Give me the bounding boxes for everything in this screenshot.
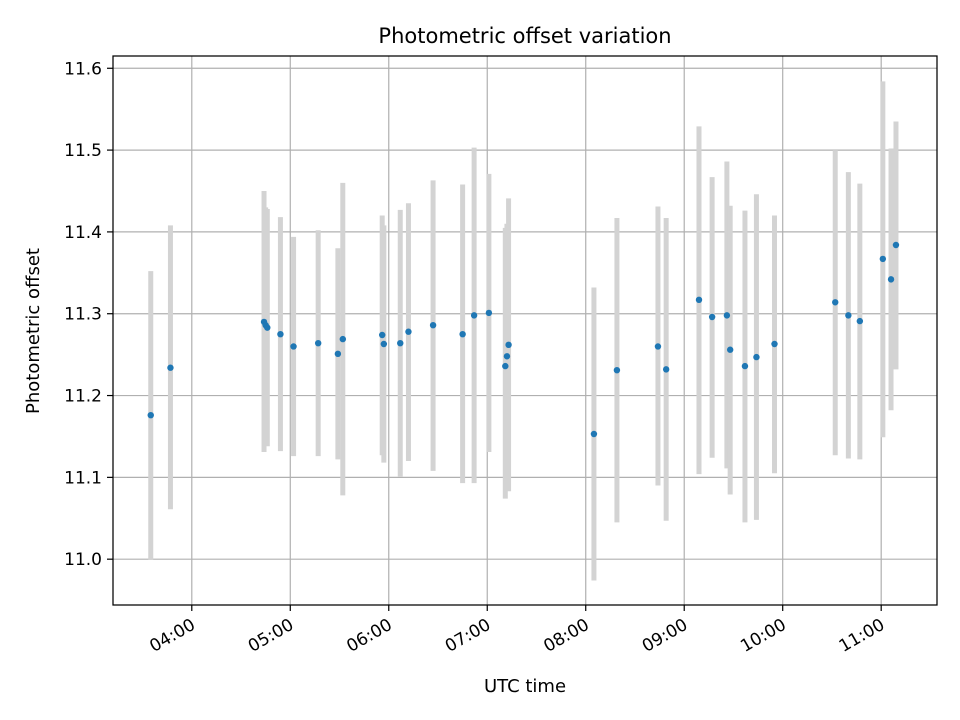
- data-point: [887, 276, 895, 283]
- data-points: [147, 241, 900, 438]
- data-point: [613, 366, 621, 374]
- y-tick-label: 11.2: [64, 387, 102, 407]
- data-point: [314, 339, 322, 347]
- data-point: [505, 341, 512, 349]
- y-axis-ticks: 11.0 11.1 11.2 11.3 11.4 11.5 11.6: [64, 59, 113, 570]
- y-tick-label: 11.1: [64, 468, 102, 488]
- data-point: [845, 312, 852, 319]
- data-point: [264, 324, 271, 331]
- data-point: [334, 350, 342, 358]
- y-axis-label: Photometric offset: [23, 248, 44, 414]
- data-point: [662, 366, 670, 373]
- data-point: [832, 299, 839, 306]
- grid: [113, 56, 937, 605]
- y-tick-label: 11.4: [64, 223, 102, 243]
- data-point: [290, 343, 297, 350]
- y-tick-label: 11.5: [64, 141, 102, 161]
- data-point: [503, 353, 511, 360]
- data-point: [590, 430, 598, 438]
- data-point: [879, 255, 887, 263]
- data-point: [378, 331, 386, 339]
- data-point: [695, 296, 703, 304]
- plot-frame: [112, 55, 938, 606]
- data-point: [147, 411, 154, 419]
- data-point: [429, 321, 437, 329]
- data-point: [892, 241, 900, 249]
- y-tick-label: 11.0: [64, 550, 102, 570]
- data-point: [502, 362, 509, 370]
- y-tick-label: 11.6: [64, 59, 102, 79]
- data-point: [771, 340, 778, 348]
- y-tick-label: 11.3: [64, 305, 102, 325]
- data-point: [726, 346, 734, 353]
- chart-title: Photometric offset variation: [378, 24, 671, 48]
- data-point: [708, 313, 716, 321]
- data-point: [723, 312, 731, 319]
- data-point: [277, 330, 284, 338]
- data-point: [856, 317, 864, 325]
- data-point: [470, 312, 478, 319]
- data-point: [654, 343, 662, 350]
- data-point: [741, 362, 749, 370]
- data-point: [167, 364, 174, 371]
- data-point: [753, 353, 760, 361]
- data-point: [380, 340, 388, 348]
- data-point: [397, 339, 404, 347]
- data-point: [459, 330, 466, 338]
- data-point: [405, 328, 412, 335]
- data-point: [339, 335, 347, 343]
- x-axis-label: UTC time: [484, 676, 566, 697]
- data-point: [485, 309, 493, 317]
